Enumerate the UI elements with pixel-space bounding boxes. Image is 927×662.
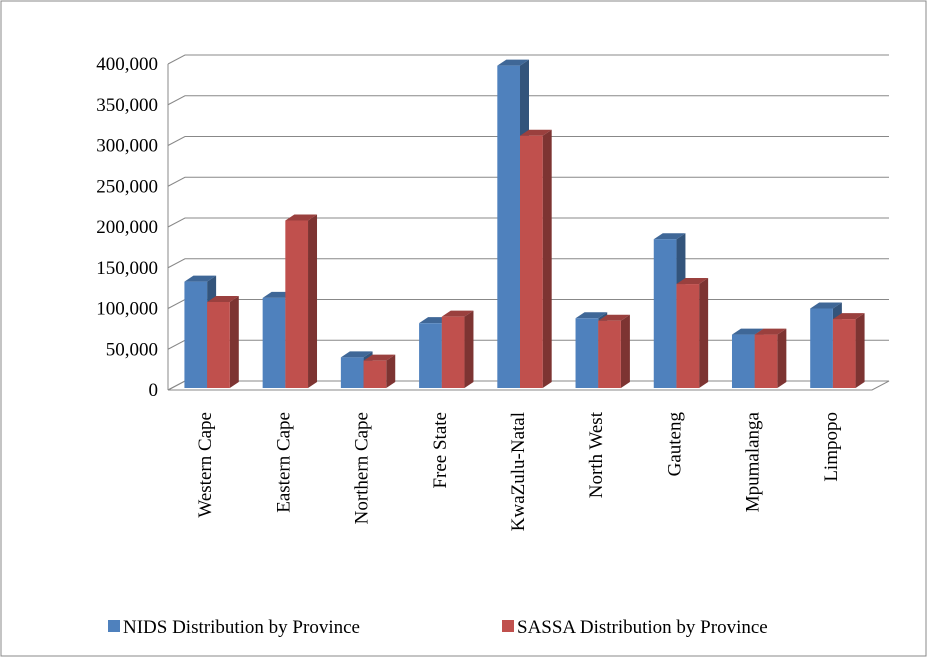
bar-side [464, 310, 474, 388]
bar-top [731, 328, 764, 335]
grid-line [167, 95, 889, 106]
bar [184, 281, 208, 388]
x-tick-label: Free State [430, 412, 451, 489]
bar-top [363, 354, 396, 361]
bar [419, 323, 442, 388]
bar-top [497, 59, 529, 66]
y-tick-label: 150,000 [96, 258, 158, 279]
bar [653, 239, 677, 388]
x-tick-label: Limpopo [821, 412, 842, 482]
bar-side [777, 328, 787, 388]
y-tick-label: 200,000 [96, 217, 158, 238]
bar [754, 334, 778, 388]
bar-side [620, 314, 630, 388]
bar [520, 135, 543, 388]
bar [340, 357, 364, 388]
bar-top [285, 214, 318, 221]
bar-side [542, 129, 552, 388]
bar-side [699, 278, 709, 388]
bar [363, 360, 387, 388]
y-tick-label: 50,000 [106, 339, 158, 360]
bar-top [676, 278, 709, 285]
legend-label: NIDS Distribution by Province [123, 617, 360, 638]
x-tick-label: Mpumalanga [743, 411, 764, 512]
bar-top [575, 312, 608, 319]
bar [832, 319, 856, 388]
bar [285, 220, 309, 388]
bar-top [340, 351, 373, 358]
bar [575, 318, 599, 388]
y-tick-label: 400,000 [96, 54, 158, 75]
bar [262, 297, 286, 388]
bar [731, 334, 755, 388]
bar-side [855, 313, 865, 388]
bar-side [308, 214, 318, 388]
x-tick-label: North West [586, 411, 607, 498]
y-tick-label: 100,000 [96, 299, 158, 320]
bar-side [386, 354, 396, 388]
grid-line [167, 54, 889, 65]
bar [441, 316, 465, 388]
bar [598, 320, 621, 388]
bar-top [598, 314, 630, 321]
x-tick-label: KwaZulu-Natal [508, 412, 529, 531]
bar [497, 65, 520, 388]
bar-top [653, 233, 686, 240]
bar-side [229, 295, 239, 388]
legend-swatch [108, 620, 120, 632]
bar [810, 308, 833, 388]
grid-line [167, 217, 889, 228]
bar-top [441, 310, 474, 317]
bar-top [207, 295, 239, 302]
bar-top [832, 313, 865, 320]
x-tick-label: Western Cape [195, 412, 216, 518]
bar-top [810, 302, 842, 309]
y-tick-label: 300,000 [96, 136, 158, 157]
x-tick-label: Eastern Cape [273, 412, 294, 513]
legend-label: SASSA Distribution by Province [517, 617, 768, 638]
y-tick-label: 0 [149, 380, 159, 401]
bar-top [184, 275, 217, 282]
bar [207, 301, 230, 388]
x-tick-label: Gauteng [664, 412, 685, 477]
y-tick-label: 250,000 [96, 176, 158, 197]
bar-top [754, 328, 787, 335]
x-tick-label: Northern Cape [352, 412, 373, 524]
y-tick-label: 350,000 [96, 95, 158, 116]
grid-line [167, 176, 889, 187]
grid-line [167, 136, 889, 146]
bar-top [520, 129, 552, 136]
bar [676, 284, 700, 388]
legend-swatch [502, 620, 514, 632]
